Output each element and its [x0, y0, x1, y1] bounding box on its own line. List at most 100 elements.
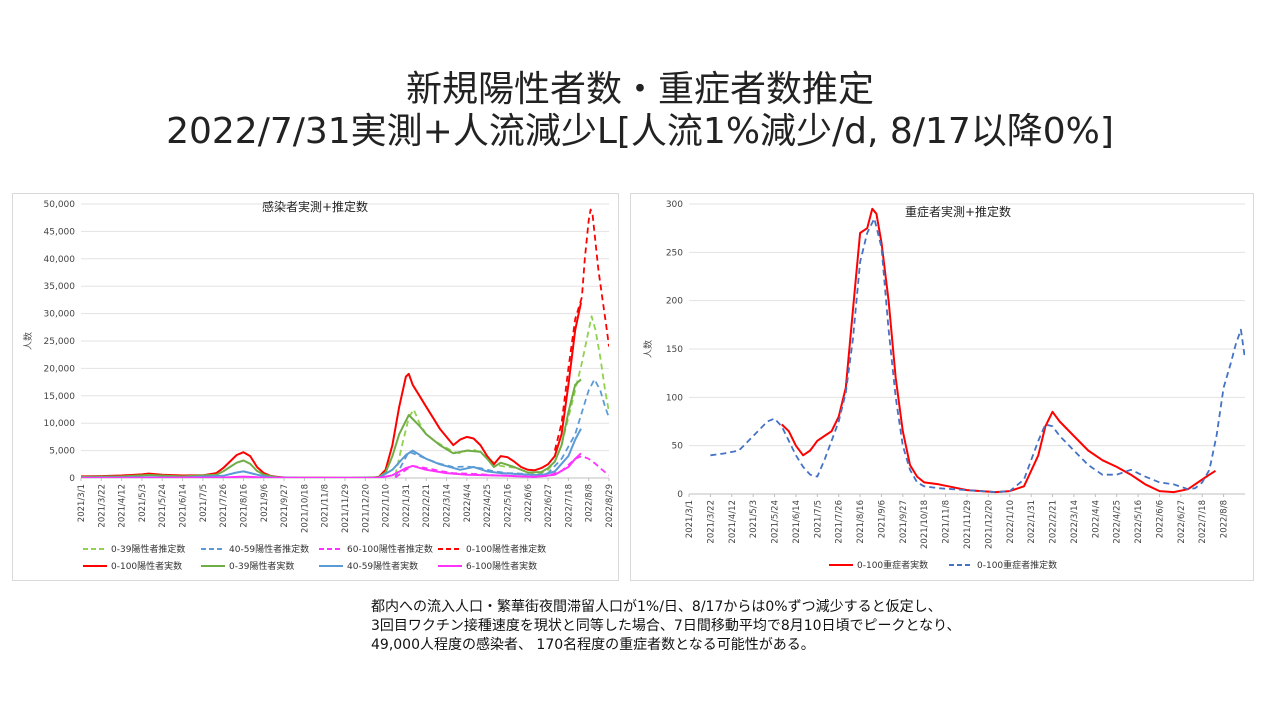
note-line: 49,000人程度の感染者、 170名程度の重症者数となる可能性がある。	[371, 637, 815, 653]
x-tick-label: 2022/3/14	[1070, 500, 1080, 544]
x-tick-label: 2022/1/31	[402, 484, 412, 528]
x-tick-label: 2021/5/24	[158, 484, 168, 528]
y-tick-label: 150	[666, 345, 683, 355]
chart-inner-title: 重症者実測+推定数	[905, 204, 1011, 219]
y-tick-label: 20,000	[44, 364, 76, 374]
x-tick-label: 2021/5/3	[749, 500, 759, 538]
y-tick-label: 40,000	[44, 255, 76, 265]
x-tick-label: 2021/4/12	[728, 500, 738, 544]
legend-label: 0-39陽性者実数	[229, 560, 294, 572]
x-tick-label: 2022/8/29	[605, 484, 615, 528]
x-tick-label: 2022/2/21	[422, 484, 432, 528]
legend-label: 0-100陽性者実数	[111, 560, 182, 572]
x-tick-label: 2022/2/21	[1049, 500, 1059, 544]
x-tick-label: 2022/1/31	[1027, 500, 1037, 544]
y-tick-label: 100	[666, 393, 683, 403]
y-tick-label: 25,000	[44, 337, 76, 347]
series-line	[81, 452, 582, 478]
chart-title-line2: 2022/7/31実測+人流減少L[人流1%減少/d, 8/17以降0%]	[166, 111, 1114, 152]
x-tick-label: 2021/3/22	[97, 484, 107, 528]
y-axis-label: 人数	[22, 332, 34, 350]
x-tick-label: 2022/4/25	[483, 484, 493, 528]
legend-label: 0-39陽性者推定数	[111, 543, 185, 555]
severe-cases-chart: 0 50 100 150 200 250 300 2021/3/1 2021/3/22 2021/…	[642, 200, 1245, 571]
x-tick-label: 2021/11/8	[942, 500, 952, 544]
x-tick-label: 2022/1/10	[1006, 500, 1016, 544]
x-tick-label: 2021/7/5	[813, 500, 823, 538]
x-tick-label: 2021/7/5	[199, 484, 209, 522]
series-line	[81, 428, 582, 478]
x-tick-label: 2021/9/27	[280, 484, 290, 528]
x-tick-label: 2021/12/20	[361, 484, 371, 533]
x-tick-label: 2021/9/6	[877, 500, 887, 538]
x-tick-label: 2022/4/25	[1113, 500, 1123, 544]
x-tick-label: 2022/4/4	[463, 484, 473, 522]
legend-label: 0-100重症者推定数	[977, 559, 1057, 571]
y-tick-label: 5,000	[49, 447, 75, 457]
y-axis-label: 人数	[642, 340, 654, 358]
x-tick-label: 2021/7/26	[835, 500, 845, 544]
y-tick-label: 50	[672, 442, 684, 452]
x-tick-label: 2021/11/8	[321, 484, 331, 528]
x-tick-label: 2022/8/8	[1220, 500, 1230, 538]
x-tick-label: 2021/9/27	[899, 500, 909, 544]
y-tick-label: 45,000	[44, 227, 76, 237]
x-tick-label: 2021/11/29	[963, 500, 973, 549]
x-tick-label: 2021/3/1	[685, 500, 695, 538]
legend-label: 6-100陽性者実数	[466, 560, 537, 572]
series-line	[553, 208, 609, 451]
x-tick-label: 2021/8/16	[856, 500, 866, 544]
x-tick-label: 2021/10/18	[920, 500, 930, 549]
y-tick-label: 0	[677, 490, 683, 500]
x-tick-label: 2021/6/14	[792, 500, 802, 544]
x-tick-label: 2022/4/4	[1091, 500, 1101, 538]
legend-label: 40-59陽性者実数	[347, 560, 418, 572]
legend-label: 0-100陽性者推定数	[466, 543, 546, 555]
infections-chart-panel: 0 5,000 10,000 15,000 20,000 25,000 30,000 35,0…	[12, 193, 619, 581]
legend-label: 0-100重症者実数	[857, 559, 928, 571]
x-tick-label: 2022/5/16	[503, 484, 513, 528]
x-tick-label: 2021/9/6	[260, 484, 270, 522]
chart-inner-title: 感染者実測+推定数	[262, 199, 368, 214]
x-tick-label: 2022/8/8	[585, 484, 595, 522]
y-tick-label: 200	[666, 297, 683, 307]
y-tick-label: 15,000	[44, 392, 76, 402]
y-tick-label: 250	[666, 248, 683, 258]
x-tick-label: 2022/3/14	[443, 484, 453, 528]
chart-title-line1: 新規陽性者数・重症者数推定	[405, 69, 874, 110]
x-tick-label: 2021/5/3	[138, 484, 148, 522]
x-tick-label: 2022/6/6	[524, 484, 534, 522]
y-tick-label: 50,000	[44, 200, 76, 210]
x-tick-label: 2021/8/16	[239, 484, 249, 528]
x-tick-label: 2022/6/27	[1177, 500, 1187, 544]
legend-label: 60-100陽性者推定数	[347, 543, 433, 555]
severe-cases-chart-panel: 0 50 100 150 200 250 300 2021/3/1 2021/3/22 2021/…	[630, 193, 1254, 581]
y-tick-label: 30,000	[44, 310, 76, 320]
series-line	[81, 378, 582, 478]
note-line: 3回目ワクチン接種速度を現状と同等した場合、7日間移動平均で8月10日頃でピーク…	[371, 618, 961, 634]
series-line	[710, 217, 1245, 494]
y-tick-label: 10,000	[44, 419, 76, 429]
note-line: 都内への流入人口・繁華街夜間滞留人口が1%/日、8/17からは0%ずつ減少すると…	[371, 599, 942, 615]
y-tick-label: 0	[69, 474, 75, 484]
x-tick-label: 2021/7/26	[219, 484, 229, 528]
series-line	[81, 302, 582, 478]
x-tick-label: 2022/7/18	[1198, 500, 1208, 544]
projection-note: 都内への流入人口・繁華街夜間滞留人口が1%/日、8/17からは0%ずつ減少すると…	[371, 598, 961, 655]
x-tick-label: 2021/12/20	[984, 500, 994, 549]
x-tick-label: 2021/6/14	[179, 484, 189, 528]
x-tick-label: 2021/10/18	[300, 484, 310, 533]
legend-label: 40-59陽性者推定数	[229, 543, 309, 555]
infections-chart: 0 5,000 10,000 15,000 20,000 25,000 30,000 35,0…	[22, 199, 615, 572]
x-tick-label: 2022/1/10	[382, 484, 392, 528]
y-tick-label: 300	[666, 200, 683, 210]
x-tick-label: 2021/3/1	[77, 484, 87, 522]
x-tick-label: 2022/6/6	[1155, 500, 1165, 538]
y-tick-label: 35,000	[44, 282, 76, 292]
x-tick-label: 2021/5/24	[771, 500, 781, 544]
x-tick-label: 2021/3/22	[706, 500, 716, 544]
series-line	[781, 207, 1217, 494]
x-tick-label: 2021/11/29	[341, 484, 351, 533]
x-tick-label: 2021/4/12	[118, 484, 128, 528]
x-tick-label: 2022/5/16	[1134, 500, 1144, 544]
